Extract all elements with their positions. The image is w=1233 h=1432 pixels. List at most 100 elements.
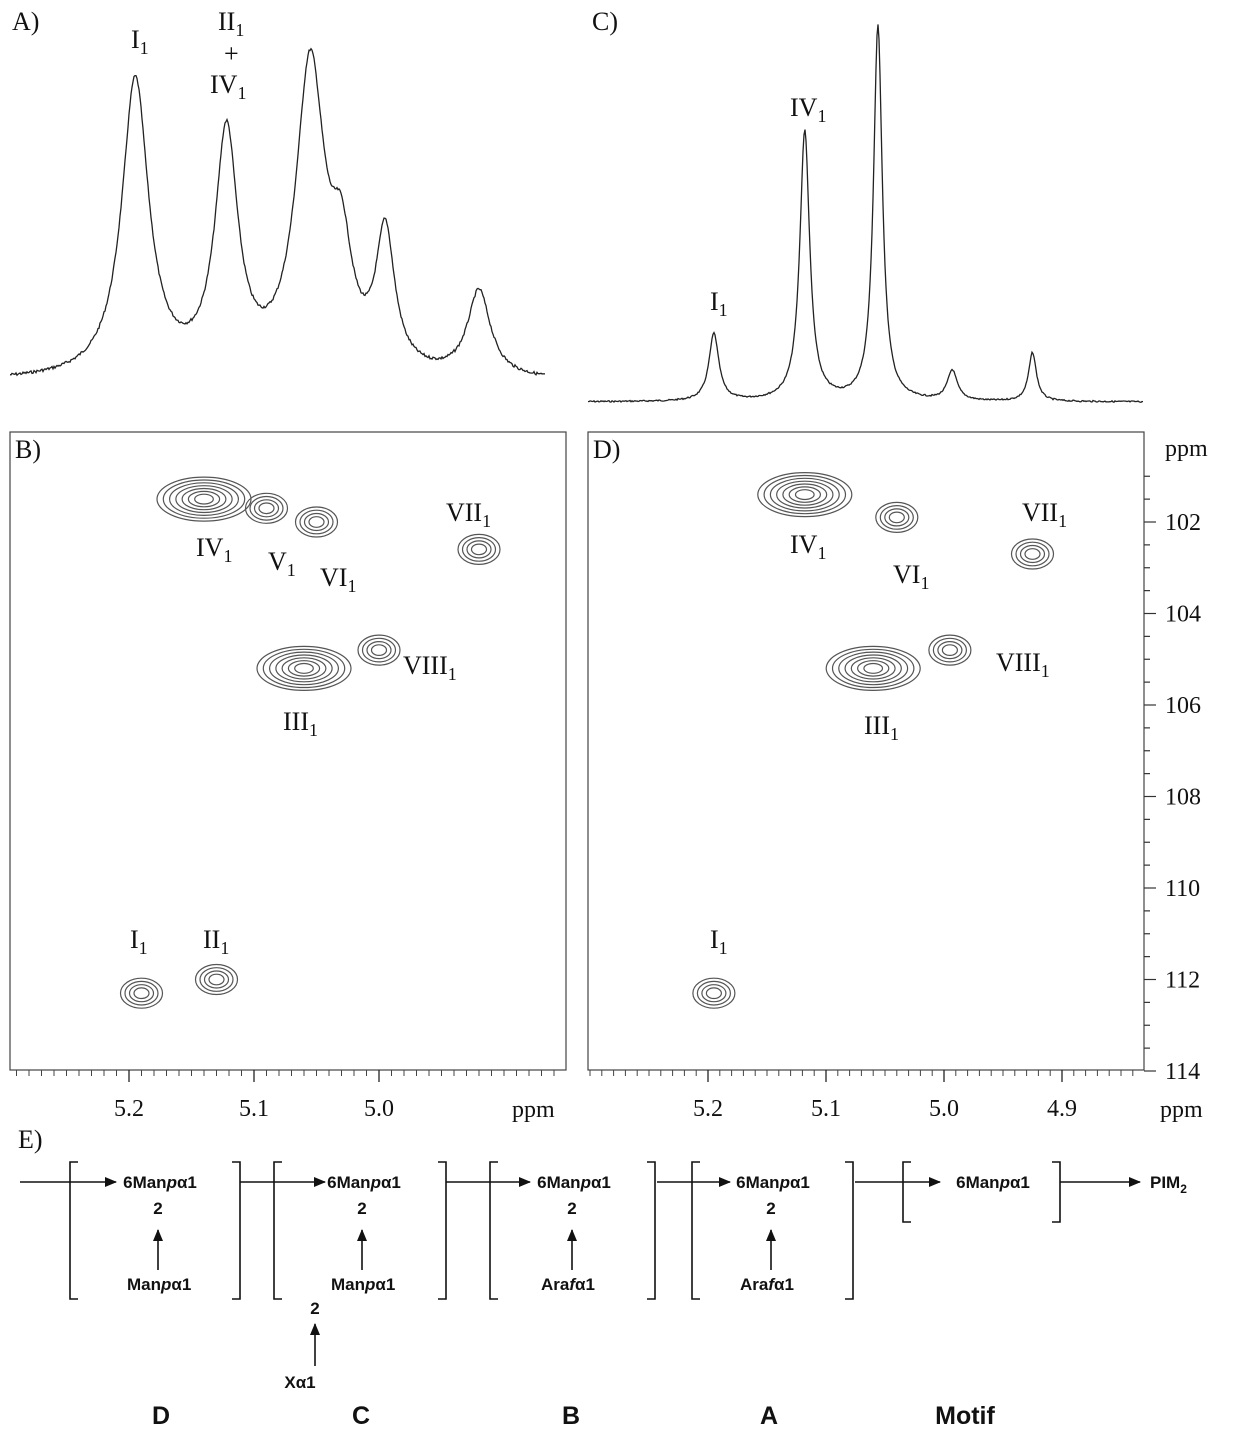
cross-peak-contour: [763, 474, 847, 515]
cross-peak-contour: [169, 482, 240, 517]
subscript: 1: [719, 300, 728, 320]
y-tick-label: 112: [1165, 968, 1200, 994]
panel-d-y-unit: ppm: [1165, 436, 1208, 462]
subscript: 1: [817, 106, 826, 126]
cross-peak-contour: [937, 640, 963, 660]
cross-label-d-iii1: III1: [864, 711, 899, 744]
panel-b-frame: [9, 431, 567, 1071]
panel-b-x-unit: ppm: [512, 1097, 555, 1123]
cross-peak-contour: [850, 657, 896, 680]
x-tick-label: 5.0: [929, 1096, 959, 1122]
bracket-left: [69, 1161, 78, 1300]
subscript: 1: [482, 511, 491, 531]
cross-peak-contour: [941, 644, 959, 656]
peak-label-a-iv1: IV1: [210, 70, 246, 103]
cross-label-b-v1: V1: [268, 547, 296, 580]
residue-backbone: 6Manpα1: [327, 1173, 401, 1192]
cross-peak-contour: [1019, 544, 1046, 564]
cross-peak-contour: [275, 654, 333, 683]
cross-peak-contour: [269, 651, 340, 686]
cross-peak-contour: [782, 483, 828, 506]
cross-peak-contour: [932, 637, 968, 663]
cross-peak-contour: [194, 963, 239, 996]
subscript: 1: [140, 38, 149, 58]
cross-label-d-vi1: VI1: [893, 560, 929, 593]
cross-label-d-vii1: VII1: [1022, 498, 1067, 531]
cross-peak-contour: [366, 640, 392, 660]
subscript: 1: [309, 720, 318, 740]
linkage-position: 2: [357, 1199, 366, 1218]
unit-name: A: [760, 1402, 778, 1430]
residue-backbone: 6Manpα1: [537, 1173, 611, 1192]
unit-name: C: [352, 1402, 370, 1430]
cross-label-b-iii1: III1: [283, 707, 318, 740]
panel-d-x-unit: ppm: [1160, 1097, 1203, 1123]
bracket-left: [489, 1161, 498, 1300]
panel-c-label: C): [592, 7, 618, 36]
pim-subscript: 2: [1180, 1182, 1187, 1196]
cross-label-d-viii1: VIII1: [996, 648, 1050, 681]
residue-motif: 6Manpα1: [956, 1173, 1030, 1192]
cross-peak-contour: [457, 533, 501, 566]
y-tick-label: 106: [1165, 693, 1201, 719]
residue-backbone: 6Manpα1: [123, 1173, 197, 1192]
cross-label-b-ii1: II1: [203, 925, 229, 958]
panel-a-label: A): [12, 7, 39, 36]
cross-peak-contour: [466, 540, 492, 559]
cross-peak-contour: [857, 660, 890, 677]
panel-d-label: D): [593, 435, 620, 464]
cross-peak-contour: [794, 489, 815, 501]
bracket-left: [273, 1161, 282, 1300]
bracket-right: [1052, 1161, 1061, 1223]
cross-peak-contour: [249, 495, 284, 521]
residue-branch: Manpα1: [127, 1275, 191, 1294]
cross-peak-contour: [281, 657, 327, 680]
cross-label-d-i1: I1: [710, 925, 728, 958]
y-tick-label: 114: [1165, 1059, 1200, 1085]
cross-peak-contour: [258, 502, 275, 515]
cross-peak-contour: [119, 977, 164, 1009]
cross-label-b-vi1: VI1: [320, 563, 356, 596]
panel-a: A) I1 II1 + IV1: [9, 7, 546, 377]
linkage-position: 2: [153, 1199, 162, 1218]
panel-e-scheme: E) 6Manpα1 2 Manpα1 6Manpα1 2 Manpα1 6Manpα1 2 A…: [18, 1125, 1187, 1430]
cross-peak-contour: [769, 477, 840, 512]
cross-peak-contour: [875, 501, 919, 534]
linkage-position: 2: [766, 1199, 775, 1218]
pim-terminus: PIM2: [1150, 1173, 1187, 1196]
cross-peak-contour: [162, 479, 246, 519]
panel-b-peak-labels: IV1 V1 VI1 VII1 III1 VIII1 I1 II1: [130, 498, 491, 958]
cross-peak-contour: [1024, 548, 1041, 560]
cross-peak-contour: [1015, 541, 1050, 567]
cross-peak-contour: [788, 486, 822, 503]
cross-peak-contour: [701, 984, 727, 1003]
cross-label-b-viii1: VIII1: [403, 651, 457, 684]
cross-peak-contour: [357, 634, 401, 666]
cross-peak-contour: [199, 967, 234, 992]
y-tick-label: 102: [1165, 510, 1201, 536]
subscript: 1: [235, 20, 244, 40]
cross-peak-contour: [888, 511, 905, 524]
cross-peak-contour: [128, 984, 155, 1003]
x-tick-label: 4.9: [1047, 1096, 1077, 1122]
bracket-right: [647, 1161, 656, 1300]
cross-peak-contour: [361, 637, 397, 663]
cross-peak-contour: [776, 480, 834, 509]
cross-peak-contour: [928, 634, 972, 666]
bracket-right: [232, 1161, 241, 1300]
bracket-right: [845, 1161, 854, 1300]
cross-peak-contour: [208, 973, 225, 986]
panel-e-label: E): [18, 1125, 43, 1154]
cross-peak-contour: [844, 654, 902, 683]
cross-peak-contour: [863, 662, 884, 674]
x-tick-label: 5.2: [114, 1096, 144, 1122]
panel-b: B) 5.2 5.1 5.0 ppm: [9, 431, 567, 1123]
cross-peak-contour: [370, 644, 388, 656]
cross-peak-contour: [181, 487, 227, 511]
panel-b-x-axis: 5.2 5.1 5.0: [16, 1070, 555, 1122]
subscript: 1: [817, 543, 826, 563]
subscript: 1: [139, 938, 148, 958]
panel-d-contours: [692, 472, 1055, 1009]
unit-name: Motif: [935, 1402, 995, 1430]
